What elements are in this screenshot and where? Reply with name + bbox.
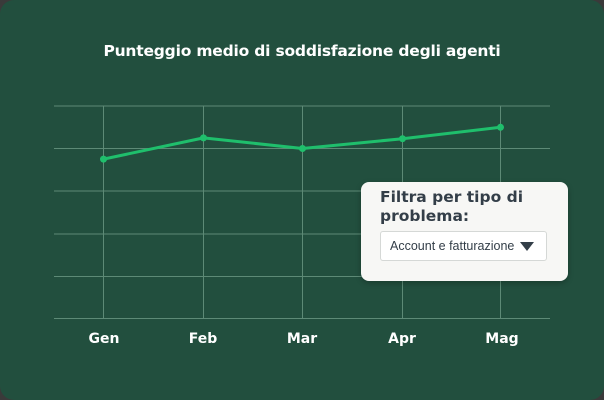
x-axis-label-mag: Mag: [485, 331, 519, 347]
dropdown-selected-value: Account e fatturazione: [390, 239, 515, 253]
data-point-mag[interactable]: [497, 123, 504, 131]
issue-type-dropdown[interactable]: Account e fatturazione: [380, 231, 547, 261]
data-point-feb[interactable]: [200, 134, 207, 142]
x-axis-label-feb: Feb: [188, 331, 218, 347]
filter-card: Filtra per tipo di problema: Account e f…: [361, 182, 568, 281]
data-point-gen[interactable]: [100, 155, 107, 163]
data-point-apr[interactable]: [399, 135, 406, 143]
chart-title: Punteggio medio di soddisfazione degli a…: [103, 42, 501, 60]
data-point-mar[interactable]: [299, 145, 306, 152]
caret-down-icon[interactable]: [520, 242, 534, 251]
x-axis-label-gen: Gen: [88, 331, 120, 347]
x-axis-label-apr: Apr: [388, 331, 416, 347]
filter-heading: Filtra per tipo di problema:: [380, 188, 524, 225]
x-axis-label-mar: Mar: [286, 331, 318, 347]
data-series: [100, 123, 504, 163]
